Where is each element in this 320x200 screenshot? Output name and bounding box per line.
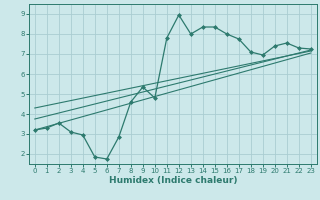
X-axis label: Humidex (Indice chaleur): Humidex (Indice chaleur) (108, 176, 237, 185)
